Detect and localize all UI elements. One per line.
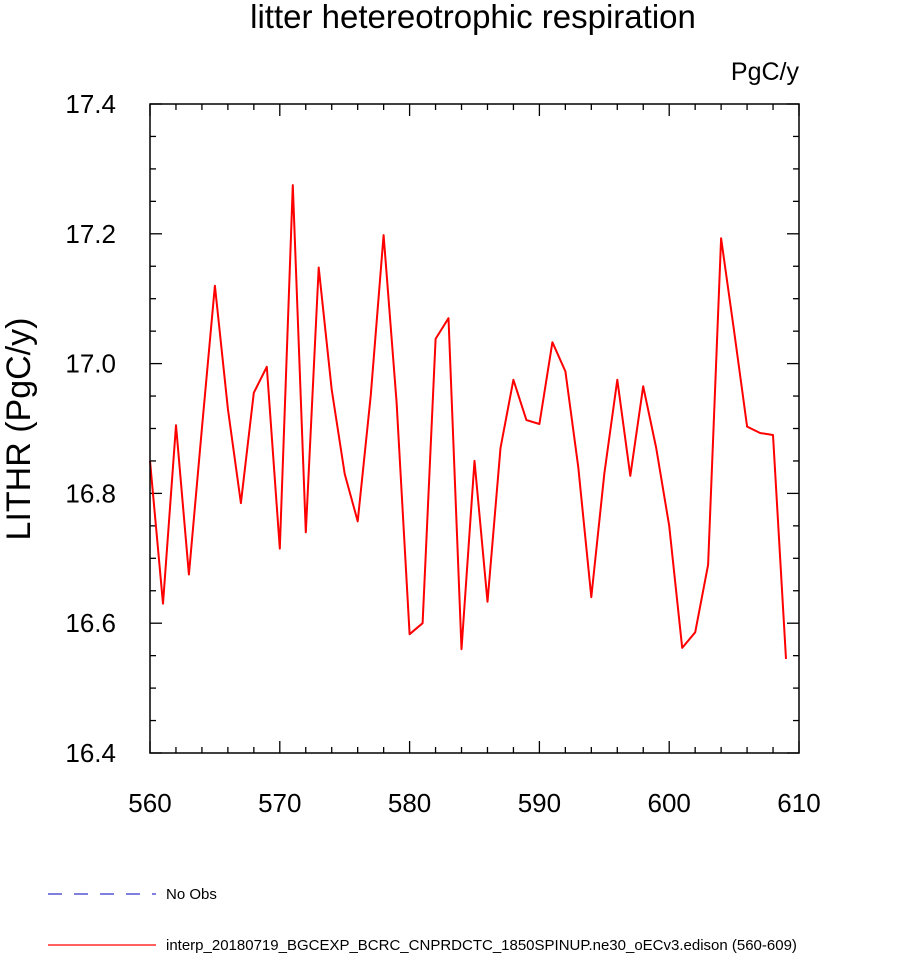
y-tick-label: 16.6 <box>65 608 116 638</box>
legend-label: No Obs <box>166 886 217 903</box>
axis-tick-labels: 560 570 580 590 600 610 16.4 16.6 16.8 17.0 17.2 17… <box>65 89 820 818</box>
x-tick-label: 610 <box>777 788 820 818</box>
y-tick-label: 17.2 <box>65 219 116 249</box>
x-tick-label: 600 <box>648 788 691 818</box>
axis-ticks <box>149 103 800 754</box>
plot-frame <box>149 103 800 754</box>
legend-label: interp_20180719_BGCEXP_BCRC_CNPRDCTC_185… <box>166 937 797 954</box>
y-tick-label: 17.4 <box>65 89 116 119</box>
y-tick-label: 16.8 <box>65 478 116 508</box>
legend: No Obs interp_20180719_BGCEXP_BCRC_CNPRDC… <box>48 886 797 954</box>
y-axis-label: LITHR (PgC/y) <box>0 318 38 541</box>
x-tick-label: 580 <box>388 788 431 818</box>
series-line-0 <box>149 184 787 659</box>
x-tick-label: 560 <box>128 788 171 818</box>
chart-title: litter hetereotrophic respiration <box>250 0 696 35</box>
plot-lines <box>149 184 787 659</box>
y-tick-label: 16.4 <box>65 738 116 768</box>
x-tick-label: 570 <box>258 788 301 818</box>
y-tick-label: 17.0 <box>65 349 116 379</box>
units-label: PgC/y <box>731 58 800 86</box>
x-tick-label: 590 <box>518 788 561 818</box>
